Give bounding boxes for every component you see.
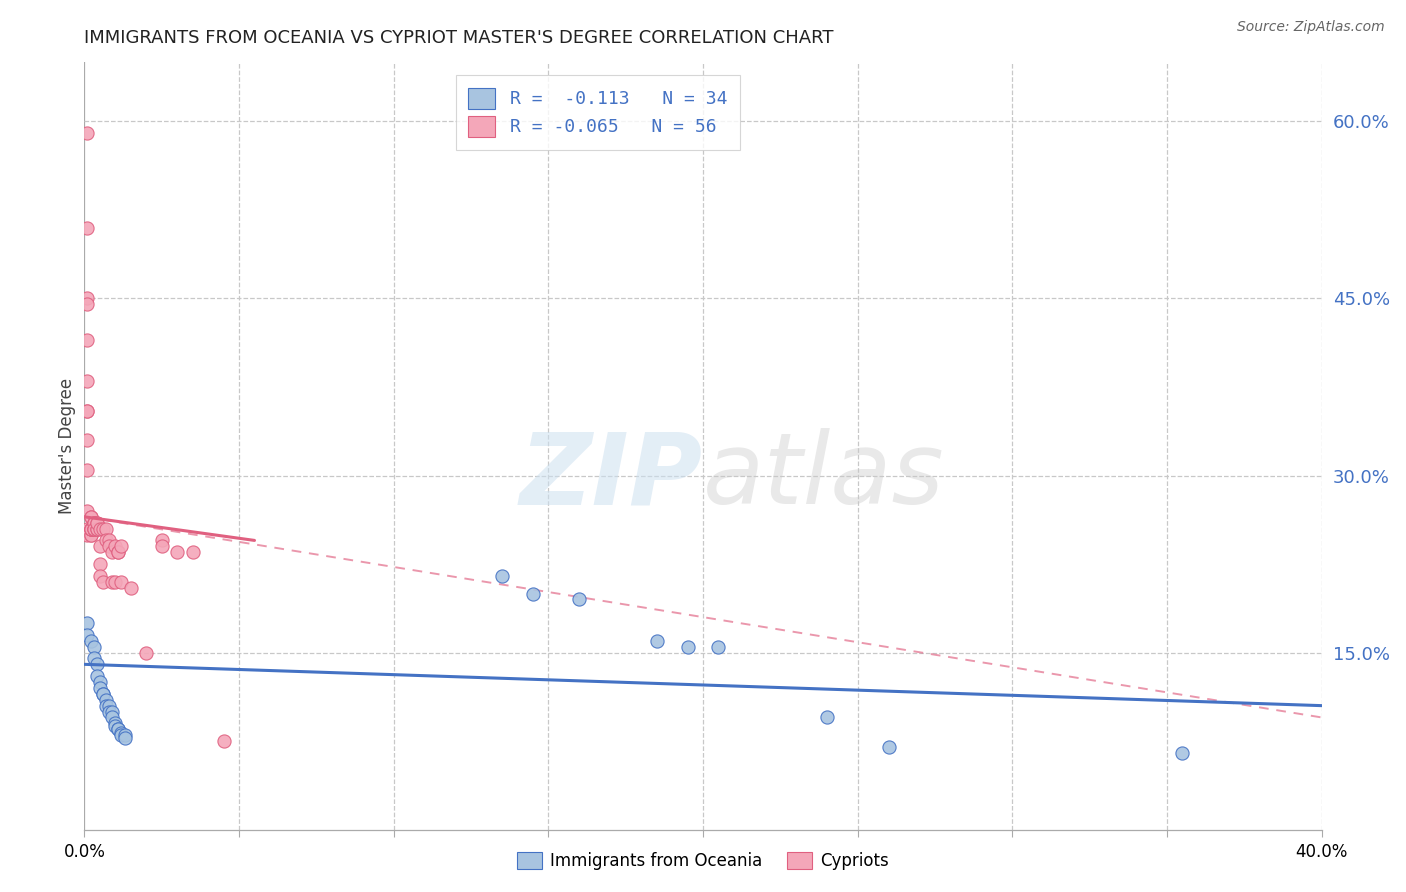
Point	[86, 516, 108, 530]
Y-axis label: Master's Degree: Master's Degree	[58, 378, 76, 514]
Point	[83, 651, 105, 665]
Point	[76, 433, 98, 447]
Point	[150, 539, 173, 553]
Point	[79, 522, 101, 536]
Point	[79, 633, 101, 648]
Point	[86, 669, 108, 683]
Point	[815, 710, 838, 724]
Point	[110, 574, 132, 589]
Point	[94, 698, 117, 713]
Point	[101, 574, 124, 589]
Point	[107, 545, 129, 559]
Point	[79, 522, 101, 536]
Legend: Immigrants from Oceania, Cypriots: Immigrants from Oceania, Cypriots	[510, 845, 896, 877]
Point	[877, 739, 900, 754]
Point	[568, 592, 591, 607]
Point	[76, 403, 98, 417]
Point	[83, 522, 105, 536]
Point	[91, 574, 114, 589]
Point	[104, 719, 127, 733]
Point	[114, 731, 136, 745]
Point	[76, 504, 98, 518]
Legend: R =  -0.113   N = 34, R = -0.065   N = 56: R = -0.113 N = 34, R = -0.065 N = 56	[456, 75, 740, 150]
Point	[107, 723, 129, 737]
Point	[94, 522, 117, 536]
Point	[76, 292, 98, 306]
Point	[83, 516, 105, 530]
Point	[83, 516, 105, 530]
Point	[83, 522, 105, 536]
Point	[104, 539, 127, 553]
Point	[94, 692, 117, 706]
Point	[89, 522, 111, 536]
Point	[89, 557, 111, 571]
Point	[76, 403, 98, 417]
Point	[76, 615, 98, 630]
Point	[91, 687, 114, 701]
Point	[86, 657, 108, 672]
Point	[79, 527, 101, 541]
Point	[76, 333, 98, 347]
Point	[166, 545, 188, 559]
Text: IMMIGRANTS FROM OCEANIA VS CYPRIOT MASTER'S DEGREE CORRELATION CHART: IMMIGRANTS FROM OCEANIA VS CYPRIOT MASTE…	[84, 29, 834, 47]
Point	[101, 705, 124, 719]
Point	[707, 640, 730, 654]
Point	[98, 705, 121, 719]
Point	[110, 539, 132, 553]
Point	[76, 462, 98, 476]
Point	[676, 640, 699, 654]
Point	[76, 220, 98, 235]
Point	[98, 533, 121, 548]
Point	[110, 728, 132, 742]
Point	[101, 710, 124, 724]
Point	[91, 522, 114, 536]
Point	[76, 527, 98, 541]
Point	[94, 533, 117, 548]
Point	[1171, 746, 1194, 760]
Point	[491, 569, 513, 583]
Point	[101, 545, 124, 559]
Point	[86, 522, 108, 536]
Point	[181, 545, 204, 559]
Point	[89, 681, 111, 695]
Point	[120, 581, 142, 595]
Point	[79, 509, 101, 524]
Point	[79, 522, 101, 536]
Point	[645, 633, 668, 648]
Point	[79, 509, 101, 524]
Point	[86, 522, 108, 536]
Point	[91, 687, 114, 701]
Point	[212, 734, 235, 748]
Point	[98, 698, 121, 713]
Point	[76, 522, 98, 536]
Point	[89, 569, 111, 583]
Text: atlas: atlas	[703, 428, 945, 525]
Point	[89, 675, 111, 690]
Point	[83, 516, 105, 530]
Point	[110, 726, 132, 740]
Point	[83, 522, 105, 536]
Point	[150, 533, 173, 548]
Point	[135, 646, 157, 660]
Point	[114, 728, 136, 742]
Point	[104, 716, 127, 731]
Point	[98, 539, 121, 553]
Point	[79, 527, 101, 541]
Point	[86, 516, 108, 530]
Point	[89, 539, 111, 553]
Point	[79, 522, 101, 536]
Point	[83, 640, 105, 654]
Point	[107, 545, 129, 559]
Point	[76, 297, 98, 311]
Text: Source: ZipAtlas.com: Source: ZipAtlas.com	[1237, 20, 1385, 34]
Point	[104, 574, 127, 589]
Point	[522, 586, 544, 600]
Point	[76, 126, 98, 140]
Point	[107, 723, 129, 737]
Point	[76, 628, 98, 642]
Text: ZIP: ZIP	[520, 428, 703, 525]
Point	[76, 374, 98, 388]
